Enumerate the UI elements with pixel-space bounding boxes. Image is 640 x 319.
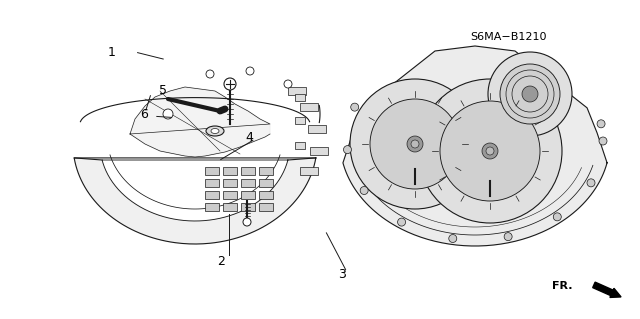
Bar: [223, 167, 237, 175]
Bar: [288, 87, 306, 95]
FancyArrow shape: [593, 282, 621, 297]
Circle shape: [224, 78, 236, 90]
Text: 1: 1: [108, 46, 116, 59]
Text: 5: 5: [159, 85, 167, 97]
Circle shape: [206, 70, 214, 78]
Circle shape: [522, 86, 538, 102]
Polygon shape: [130, 87, 270, 157]
Bar: [259, 191, 273, 199]
Ellipse shape: [211, 129, 219, 133]
Bar: [259, 167, 273, 175]
Bar: [259, 179, 273, 187]
Circle shape: [370, 99, 460, 189]
Circle shape: [599, 137, 607, 145]
Circle shape: [500, 64, 560, 124]
Bar: [223, 179, 237, 187]
Circle shape: [553, 213, 561, 221]
Circle shape: [243, 218, 251, 226]
Circle shape: [411, 140, 419, 148]
Text: 3: 3: [339, 268, 346, 281]
Bar: [205, 191, 219, 199]
Bar: [223, 203, 237, 211]
Bar: [310, 147, 328, 155]
Bar: [300, 103, 318, 111]
Bar: [241, 179, 255, 187]
Bar: [205, 179, 219, 187]
Circle shape: [482, 143, 498, 159]
Ellipse shape: [206, 126, 224, 136]
Polygon shape: [343, 46, 607, 246]
Circle shape: [440, 101, 540, 201]
Circle shape: [397, 218, 406, 226]
Circle shape: [587, 179, 595, 187]
Bar: [308, 125, 326, 133]
Bar: [241, 167, 255, 175]
Circle shape: [407, 136, 423, 152]
Bar: [295, 142, 305, 149]
Text: S6MA−B1210: S6MA−B1210: [470, 32, 547, 42]
Text: 6: 6: [140, 108, 148, 121]
Bar: [295, 117, 305, 124]
Bar: [259, 203, 273, 211]
Bar: [205, 203, 219, 211]
Bar: [241, 203, 255, 211]
Circle shape: [597, 120, 605, 128]
Circle shape: [344, 146, 351, 154]
Polygon shape: [74, 158, 316, 244]
Circle shape: [449, 234, 457, 242]
Bar: [295, 94, 305, 101]
Circle shape: [486, 147, 494, 155]
Circle shape: [350, 79, 480, 209]
Circle shape: [351, 103, 358, 111]
Circle shape: [163, 109, 173, 119]
Bar: [223, 191, 237, 199]
Circle shape: [246, 67, 254, 75]
Circle shape: [504, 233, 512, 241]
Circle shape: [284, 80, 292, 88]
Bar: [300, 167, 318, 175]
Circle shape: [360, 187, 368, 195]
Bar: [205, 167, 219, 175]
Text: 4: 4: [246, 131, 253, 144]
Circle shape: [418, 79, 562, 223]
Text: 2: 2: [217, 255, 225, 268]
Circle shape: [488, 52, 572, 136]
Bar: [241, 191, 255, 199]
Text: FR.: FR.: [552, 280, 573, 291]
